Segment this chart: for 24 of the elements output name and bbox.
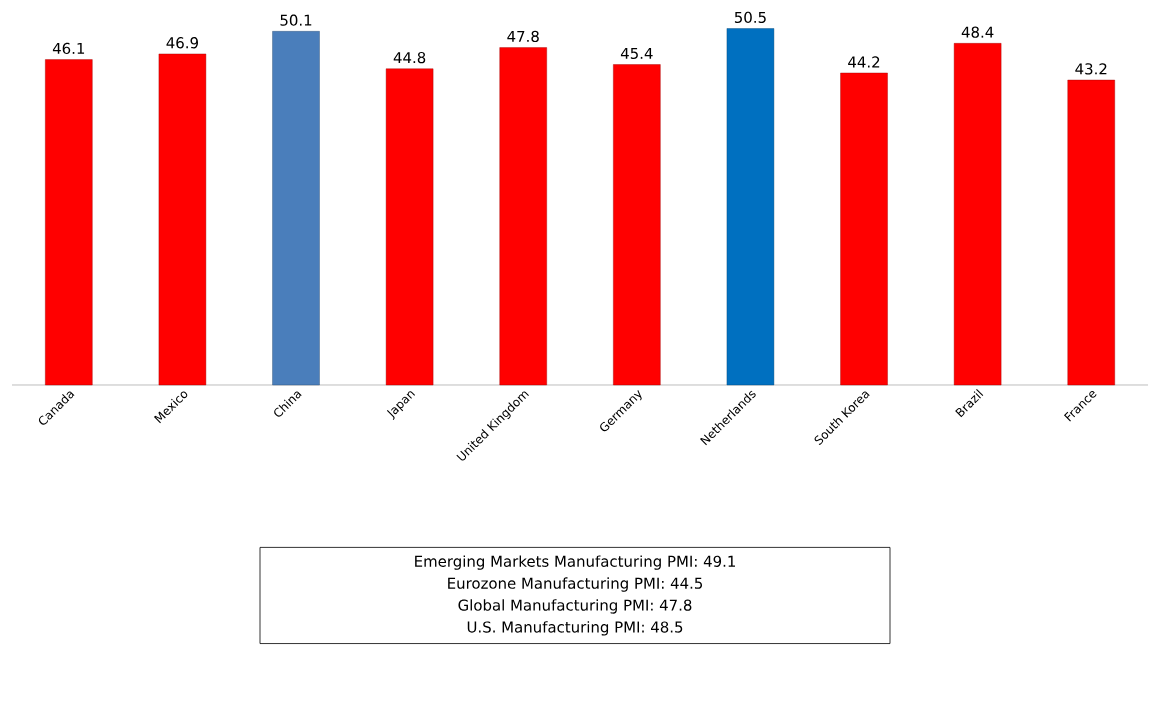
data-label: 48.4 xyxy=(961,26,994,38)
bar xyxy=(953,43,1002,386)
bar xyxy=(158,53,207,386)
data-label: 45.4 xyxy=(620,47,653,59)
bar xyxy=(1067,79,1115,386)
data-label: 44.2 xyxy=(848,56,880,68)
data-label: 46.1 xyxy=(52,42,85,55)
text: Eurozone Manufacturing PMI: 44.5 xyxy=(448,577,703,592)
bar xyxy=(726,28,775,386)
text: U.S. Manufacturing PMI: 48.5 xyxy=(467,621,683,636)
bar xyxy=(840,72,888,386)
bar xyxy=(272,31,320,386)
data-label: 46.9 xyxy=(166,37,198,49)
data-label: 43.2 xyxy=(1075,63,1107,75)
text: Emerging Markets Manufacturing PMI: 49.1 xyxy=(415,555,735,570)
bar xyxy=(45,59,93,386)
bar xyxy=(613,64,661,386)
data-label: 50.1 xyxy=(280,14,312,26)
bar xyxy=(499,47,547,386)
text: Global Manufacturing PMI: 47.8 xyxy=(458,599,692,614)
data-label: 44.8 xyxy=(393,51,426,64)
bar xyxy=(385,68,434,386)
data-label: 50.5 xyxy=(734,11,766,23)
data-label: 47.8 xyxy=(507,30,539,43)
